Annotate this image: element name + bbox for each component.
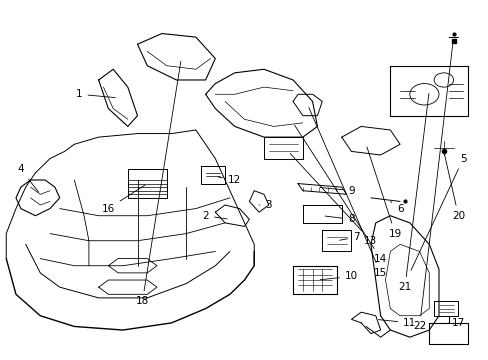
Text: 13: 13 [289,153,377,246]
Text: 19: 19 [366,147,401,239]
Text: 5: 5 [410,154,466,270]
Text: 20: 20 [444,154,464,221]
Text: 2: 2 [202,211,227,221]
Text: 4: 4 [18,164,39,192]
Text: 7: 7 [339,232,359,242]
Text: 11: 11 [378,318,416,328]
Text: 14: 14 [294,125,386,264]
Text: 15: 15 [308,108,386,278]
Text: 22: 22 [412,40,452,332]
Text: 1: 1 [76,89,115,99]
Text: 9: 9 [320,186,354,196]
Text: 12: 12 [218,175,241,185]
Text: 10: 10 [320,271,357,282]
Text: 3: 3 [259,200,271,210]
Text: 6: 6 [389,202,403,213]
Text: 8: 8 [325,214,354,224]
Text: 18: 18 [136,61,181,306]
Text: 21: 21 [398,94,428,292]
Text: 17: 17 [448,318,464,328]
Text: 16: 16 [102,185,144,213]
